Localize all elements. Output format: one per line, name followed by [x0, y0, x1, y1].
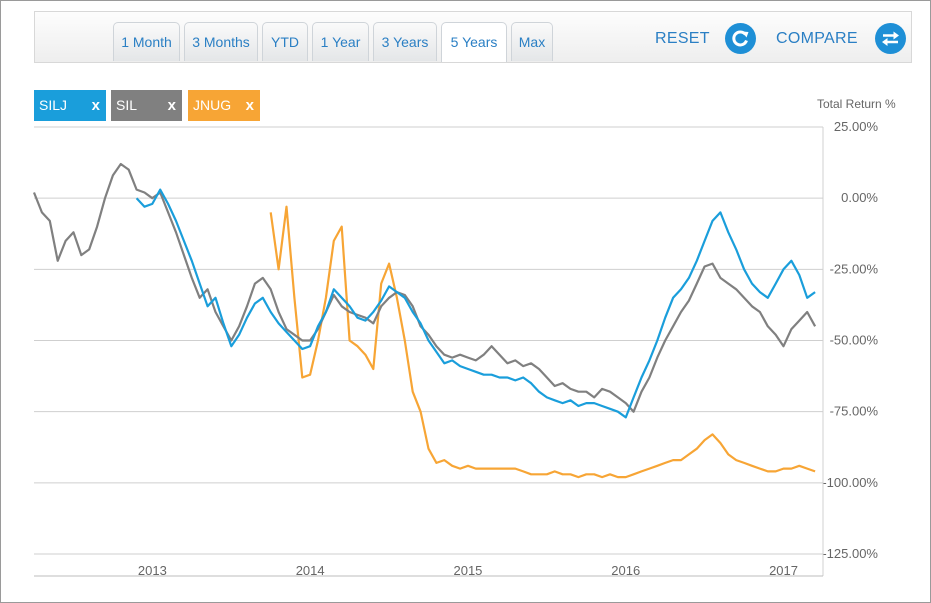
chip-jnug-label: JNUG: [193, 97, 232, 113]
tab-max[interactable]: Max: [511, 22, 553, 61]
y-tick-label: -75.00%: [830, 404, 879, 419]
chip-silj-label: SILJ: [39, 97, 68, 113]
y-tick-label: -100.00%: [822, 475, 878, 490]
y-tick-label: -50.00%: [830, 333, 879, 348]
y-tick-label: 0.00%: [841, 190, 878, 205]
reset-link[interactable]: RESET: [655, 30, 710, 47]
chip-sil: SIL x: [111, 90, 182, 121]
x-tick-label: 2015: [453, 563, 482, 578]
tab-1-year[interactable]: 1 Year: [312, 22, 369, 61]
y-axis-title: Total Return %: [817, 97, 896, 111]
series-line-silj: [135, 188, 816, 419]
x-tick-label: 2014: [296, 563, 325, 578]
tab-1-month[interactable]: 1 Month: [113, 22, 180, 61]
compare-link[interactable]: COMPARE: [776, 30, 858, 47]
tab-3-months[interactable]: 3 Months: [184, 22, 258, 61]
reset-button[interactable]: [725, 23, 756, 54]
series-line-jnug: [269, 205, 816, 479]
series-line-sil: [32, 162, 817, 413]
y-tick-label: -25.00%: [830, 261, 879, 276]
tab-5-years[interactable]: 5 Years: [441, 22, 507, 62]
chip-jnug-close-icon[interactable]: x: [245, 97, 254, 114]
chip-silj: SILJ x: [34, 90, 106, 121]
x-tick-label: 2017: [769, 563, 798, 578]
tab-3-years[interactable]: 3 Years: [373, 22, 437, 61]
chip-jnug: JNUG x: [188, 90, 260, 121]
chip-sil-close-icon[interactable]: x: [167, 97, 176, 114]
y-tick-label: -125.00%: [822, 546, 878, 561]
chip-sil-label: SIL: [116, 97, 138, 113]
refresh-icon: [732, 30, 749, 47]
compare-button[interactable]: [875, 23, 906, 54]
y-tick-label: 25.00%: [834, 119, 879, 134]
range-toolbar: 1 Month 3 Months YTD 1 Year 3 Years 5 Ye…: [34, 11, 912, 63]
chip-silj-close-icon[interactable]: x: [91, 97, 100, 114]
tab-ytd[interactable]: YTD: [262, 22, 308, 61]
x-tick-label: 2016: [611, 563, 640, 578]
x-tick-label: 2013: [138, 563, 167, 578]
swap-arrows-icon: [882, 31, 899, 46]
